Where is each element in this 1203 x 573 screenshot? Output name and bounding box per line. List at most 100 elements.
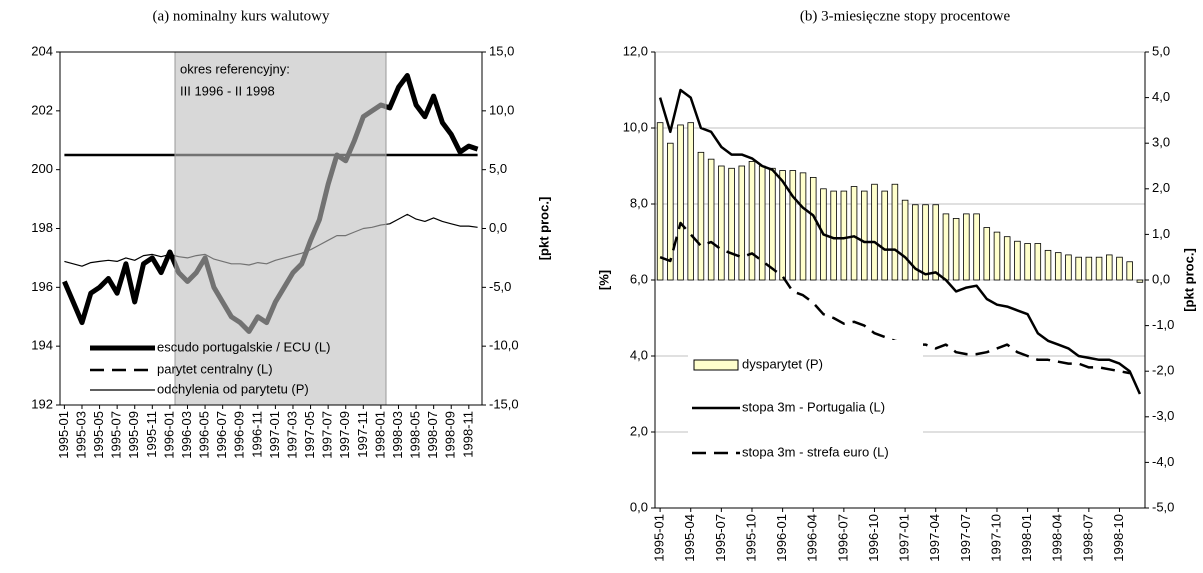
y2-tick-label: -1,0	[1152, 317, 1174, 332]
legend-label: odchylenia od parytetu (P)	[157, 381, 309, 396]
bar	[718, 165, 725, 281]
x-tick-label: 1997-07	[958, 514, 973, 562]
x-tick-label: 1998-01	[372, 411, 387, 459]
x-tick-label: 1997-01	[897, 514, 912, 562]
bar	[677, 124, 684, 281]
x-tick-label: 1995-09	[126, 411, 141, 459]
x-tick-label: 1995-01	[652, 514, 667, 562]
annotation: III 1996 - II 1998	[180, 83, 275, 98]
x-tick-label: 1998-10	[1111, 514, 1126, 562]
y2-tick-label: -5,0	[1152, 499, 1174, 514]
bar	[809, 176, 817, 281]
bar	[1126, 261, 1133, 281]
bar	[1106, 254, 1113, 281]
bar	[1003, 236, 1011, 281]
x-tick-label: 1996-11	[249, 411, 264, 458]
x-tick-label: 1996-07	[214, 411, 229, 459]
x-tick-label: 1995-07	[109, 411, 124, 459]
legend-label: stopa 3m - strefa euro (L)	[742, 444, 889, 459]
y2-tick-label: 0,0	[1152, 271, 1170, 286]
bar	[1075, 256, 1082, 281]
bar	[942, 213, 950, 281]
x-tick-label: 1998-01	[1019, 514, 1034, 562]
y2-axis-title: [pkt proc.]	[536, 197, 551, 261]
x-tick-label: 1997-09	[337, 411, 352, 459]
y2-axis-title: [pkt proc.]	[1181, 248, 1196, 312]
chart-title: (a) nominalny kurs walutowy	[152, 8, 330, 24]
x-tick-label: 1995-07	[713, 514, 728, 562]
annotation: okres referencyjny:	[180, 61, 290, 76]
y-tick-label: 194	[31, 338, 53, 353]
x-tick-label: 1996-03	[179, 411, 194, 459]
x-tick-label: 1998-07	[425, 411, 440, 459]
bar	[738, 165, 746, 281]
bar	[993, 231, 1001, 281]
bar	[952, 218, 960, 281]
y-axis-title: [%]	[596, 270, 611, 290]
y2-tick-label: -2,0	[1152, 363, 1174, 378]
y2-tick-label: 0,0	[489, 220, 507, 235]
bar	[769, 167, 776, 281]
y-tick-label: 12,0	[623, 43, 648, 58]
y2-tick-label: -4,0	[1152, 454, 1174, 469]
y-tick-label: 8,0	[630, 195, 648, 210]
x-tick-label: 1995-01	[56, 411, 71, 459]
bar	[799, 172, 807, 281]
series-line	[658, 88, 1142, 395]
x-tick-label: 1995-03	[73, 411, 88, 459]
x-tick-label: 1998-03	[390, 411, 405, 459]
bar	[983, 227, 991, 281]
x-tick-label: 1998-07	[1080, 514, 1095, 562]
bar	[779, 170, 786, 281]
bar	[1054, 252, 1062, 281]
x-tick-label: 1996-05	[197, 411, 212, 459]
x-tick-label: 1996-09	[232, 411, 247, 459]
y-tick-label: 200	[31, 161, 53, 176]
bar	[1014, 240, 1021, 281]
chart-title: (b) 3-miesięczne stopy procentowe	[800, 8, 1011, 24]
y2-tick-label: 10,0	[489, 102, 514, 117]
y-tick-label: 0,0	[630, 499, 648, 514]
y2-tick-label: 3,0	[1152, 135, 1170, 150]
bar	[912, 204, 919, 281]
y-tick-label: 204	[31, 43, 53, 58]
bar	[922, 204, 929, 281]
bar	[707, 158, 715, 281]
y2-tick-label: -3,0	[1152, 408, 1174, 423]
y2-tick-label: 15,0	[489, 43, 514, 58]
bar	[1085, 256, 1093, 281]
bar	[789, 170, 797, 281]
x-tick-label: 1997-07	[320, 411, 335, 459]
bar	[861, 190, 868, 281]
bar	[932, 204, 939, 281]
x-tick-label: 1998-04	[1050, 514, 1065, 562]
bar	[1116, 256, 1123, 281]
legend-label: stopa 3m - Portugalia (L)	[742, 399, 885, 414]
y-tick-label: 196	[31, 279, 53, 294]
legend-label: dysparytet (P)	[742, 356, 823, 371]
x-tick-label: 1995-11	[144, 411, 159, 458]
bar	[850, 186, 858, 281]
bar	[1065, 254, 1072, 281]
legend-label: escudo portugalskie / ECU (L)	[157, 339, 330, 354]
y-tick-label: 4,0	[630, 347, 648, 362]
x-tick-label: 1995-05	[91, 411, 106, 459]
x-tick-label: 1998-09	[443, 411, 458, 459]
x-tick-label: 1997-03	[284, 411, 299, 459]
x-tick-label: 1996-10	[866, 514, 881, 562]
x-tick-label: 1998-11	[460, 411, 475, 458]
bar	[891, 183, 899, 281]
y-tick-label: 202	[31, 102, 53, 117]
bar	[1024, 243, 1031, 281]
bar	[1044, 249, 1052, 281]
y2-tick-label: 5,0	[489, 161, 507, 176]
bar	[656, 122, 664, 281]
y2-tick-label: 5,0	[1152, 43, 1170, 58]
y2-tick-label: 4,0	[1152, 89, 1170, 104]
y-tick-label: 192	[31, 396, 53, 411]
bar	[697, 151, 705, 281]
x-tick-label: 1998-05	[408, 411, 423, 459]
bar	[973, 213, 980, 281]
x-tick-label: 1997-04	[927, 514, 942, 562]
